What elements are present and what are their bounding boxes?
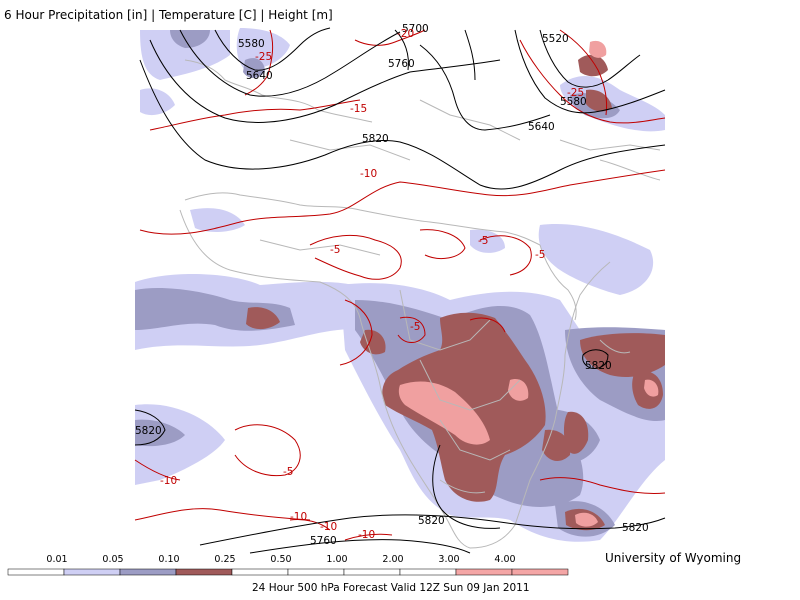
- legend-value: 0.01: [46, 554, 68, 565]
- temperature-label: -10: [358, 529, 375, 541]
- precip-area-intense: [508, 379, 529, 401]
- legend-swatch: [455, 568, 513, 576]
- temperature-contours: [134, 29, 666, 541]
- height-label-group: 5700 5580 5640 5760 5820 5520 5580 5640 …: [135, 23, 649, 547]
- legend-swatch: [231, 568, 289, 576]
- legend-value: 1.00: [326, 554, 348, 565]
- precip-area-heavy: [586, 89, 612, 112]
- legend-values: 0.01 0.05 0.10 0.25 0.50 1.00 2.00 3.00 …: [0, 554, 800, 568]
- legend-value: 2.00: [382, 554, 404, 565]
- legend-swatch: [7, 568, 65, 576]
- legend-swatch: [399, 568, 457, 576]
- precip-area-intense: [575, 512, 598, 527]
- legend-swatch: [63, 568, 121, 576]
- legend-value: 0.10: [158, 554, 180, 565]
- precip-area-light: [538, 224, 654, 295]
- height-label: 5820: [418, 515, 445, 527]
- precip-area-light: [190, 208, 245, 232]
- legend-swatch: [119, 568, 177, 576]
- legend-value: 4.00: [494, 554, 516, 565]
- temperature-label: -10: [360, 168, 377, 180]
- temperature-label: -20: [397, 28, 414, 40]
- temperature-label: -5: [330, 244, 340, 256]
- legend-swatch: [511, 568, 569, 576]
- temperature-label: -25: [567, 87, 584, 99]
- legend-value: 0.05: [102, 554, 124, 565]
- temperature-label: -10: [320, 521, 337, 533]
- precip-area-heavy: [578, 54, 608, 77]
- height-label: 5820: [622, 522, 649, 534]
- precip-area-light: [140, 88, 175, 116]
- height-label: 5640: [528, 121, 555, 133]
- temperature-label: -5: [410, 321, 420, 333]
- precip-area-intense: [398, 381, 490, 445]
- precip-area-light: [470, 229, 505, 253]
- temperature-label: -10: [290, 511, 307, 523]
- height-label: 5760: [310, 535, 337, 547]
- temperature-label: -5: [535, 249, 545, 261]
- height-label: 5640: [246, 70, 273, 82]
- precip-area-medium: [135, 419, 185, 447]
- temperature-label: -5: [478, 235, 488, 247]
- legend-swatch: [287, 568, 345, 576]
- temperature-label: -25: [255, 51, 272, 63]
- temperature-label: -5: [283, 466, 293, 478]
- legend-swatch: [175, 568, 233, 576]
- height-label: 5820: [362, 133, 389, 145]
- height-label: 5820: [585, 360, 612, 372]
- precip-area-heavy: [563, 411, 589, 454]
- legend-swatch: [343, 568, 401, 576]
- precip-area-intense: [644, 379, 659, 397]
- height-label: 5520: [542, 33, 569, 45]
- chart-title: 6 Hour Precipitation [in] | Temperature …: [4, 8, 333, 22]
- precip-area-light: [140, 30, 230, 80]
- legend-value: 3.00: [438, 554, 460, 565]
- credit-label: University of Wyoming: [605, 551, 742, 565]
- valid-time-label: 24 Hour 500 hPa Forecast Valid 12Z Sun 0…: [252, 582, 530, 594]
- country-borders: [179, 59, 661, 549]
- height-label: 5580: [560, 96, 587, 108]
- temperature-label: -10: [160, 475, 177, 487]
- precip-area-heavy: [246, 307, 280, 330]
- height-label: 5700: [402, 23, 429, 35]
- height-contours: [134, 27, 666, 554]
- precip-area-intense: [589, 40, 607, 58]
- temperature-label-group: -20 -25 -15 -10 -25 -5 -5 -5 -5 -5 -10 -…: [160, 28, 584, 541]
- legend-value: 0.25: [214, 554, 236, 565]
- height-label: 5760: [388, 58, 415, 70]
- precip-area-heavy: [580, 333, 665, 377]
- precip-area-medium: [170, 30, 210, 48]
- precip-area-medium: [243, 58, 265, 78]
- precip-legend-bar: [7, 568, 569, 576]
- legend-value: 0.50: [270, 554, 292, 565]
- height-label: 5580: [238, 38, 265, 50]
- temperature-label: -15: [350, 103, 367, 115]
- height-label: 5820: [135, 425, 162, 437]
